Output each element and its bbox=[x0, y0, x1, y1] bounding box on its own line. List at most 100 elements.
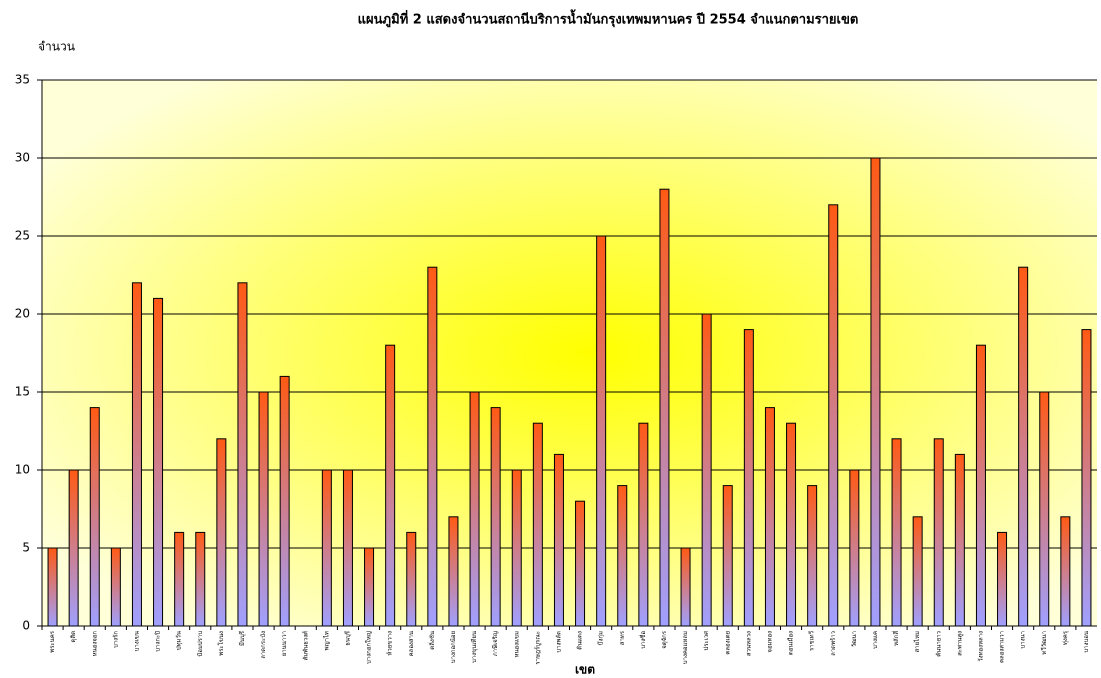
x-tick-label: ตลิ่งชัน bbox=[428, 631, 436, 650]
x-tick-label: บางกอกน้อย bbox=[450, 631, 457, 663]
x-tick-label: บางซื่อ bbox=[639, 631, 647, 649]
bar bbox=[237, 282, 248, 627]
y-axis-label: จำนวน bbox=[38, 40, 75, 54]
x-tick-label: ลาดกระบัง bbox=[260, 631, 267, 659]
x-tick-label: มีนบุรี bbox=[238, 630, 246, 646]
x-tick-label: ภาษีเจริญ bbox=[491, 631, 499, 656]
bar bbox=[406, 531, 417, 627]
bar bbox=[617, 485, 628, 627]
bar bbox=[490, 407, 501, 627]
bar bbox=[47, 547, 58, 627]
x-tick-label: คลองเตย bbox=[724, 631, 731, 655]
x-tick-label: คันนายาว bbox=[935, 631, 942, 657]
bar bbox=[828, 204, 839, 627]
x-tick-label: ห้วยขวาง bbox=[387, 631, 394, 656]
bar bbox=[975, 344, 986, 627]
bar bbox=[321, 469, 332, 627]
x-tick-label: จอมทอง bbox=[766, 631, 773, 653]
bar bbox=[110, 547, 121, 627]
bar bbox=[680, 547, 691, 627]
x-tick-label: ธนบุรี bbox=[343, 630, 351, 646]
bar bbox=[659, 188, 670, 627]
y-tick-label: 15 bbox=[15, 385, 30, 399]
bar bbox=[870, 157, 881, 627]
y-tick-label: 5 bbox=[22, 541, 30, 555]
bar bbox=[764, 407, 775, 627]
x-tick-label: ดินแดง bbox=[577, 631, 584, 650]
x-tick-label: ดุสิต bbox=[70, 631, 77, 643]
bar bbox=[89, 407, 100, 627]
bar bbox=[427, 266, 438, 627]
x-tick-label: สายไหม bbox=[913, 631, 921, 653]
bar bbox=[153, 297, 164, 627]
x-tick-label: วังทองหลาง bbox=[977, 631, 984, 662]
x-tick-label: หลักสี่ bbox=[892, 631, 900, 646]
x-tick-label: สวนหลวง bbox=[745, 631, 752, 656]
y-tick-label: 35 bbox=[15, 73, 30, 87]
bar bbox=[954, 453, 965, 627]
x-tick-label: บางนา bbox=[1020, 631, 1027, 649]
x-tick-label: บางเขน bbox=[133, 631, 140, 651]
y-tick-label: 30 bbox=[15, 151, 30, 165]
bar bbox=[638, 422, 649, 627]
y-tick-label: 25 bbox=[15, 229, 30, 243]
bar bbox=[1081, 329, 1092, 627]
bar bbox=[743, 329, 754, 627]
x-tick-label: สาทร bbox=[619, 630, 626, 645]
x-tick-label: บางกะปิ bbox=[155, 631, 162, 652]
bar bbox=[448, 516, 459, 627]
bar bbox=[532, 422, 543, 627]
bar bbox=[849, 469, 860, 627]
bar bbox=[722, 485, 733, 627]
x-tick-label: บางบอน bbox=[1083, 631, 1090, 653]
bar bbox=[511, 469, 522, 627]
x-tick-label: ลาดพร้าว bbox=[830, 631, 837, 656]
bar bbox=[912, 516, 923, 627]
x-tick-label: จตุจักร bbox=[661, 630, 668, 649]
x-tick-label: บางแค bbox=[872, 631, 879, 649]
bar bbox=[385, 344, 396, 627]
bar bbox=[701, 313, 712, 627]
x-tick-label: ดอนเมือง bbox=[787, 631, 795, 655]
bar bbox=[469, 391, 480, 627]
bar bbox=[279, 375, 290, 627]
bar bbox=[342, 469, 353, 627]
bar bbox=[1060, 516, 1071, 627]
x-tick-label: ทวีวัฒนา bbox=[1040, 631, 1048, 655]
x-tick-label: วัฒนา bbox=[851, 631, 858, 647]
bar bbox=[596, 235, 607, 627]
bar bbox=[195, 531, 206, 627]
x-tick-label: ราชเทวี bbox=[808, 631, 816, 651]
bar bbox=[553, 453, 564, 627]
x-tick-label: ปทุมวัน bbox=[176, 631, 183, 650]
x-tick-label: ทุ่งครุ bbox=[1062, 630, 1069, 645]
bar bbox=[258, 391, 269, 627]
chart-title: แผนภูมิที่ 2 แสดงจำนวนสถานีบริการน้ำมันก… bbox=[358, 9, 859, 28]
x-tick-label: สะพานสูง bbox=[956, 631, 963, 656]
bar bbox=[216, 438, 227, 627]
x-tick-label: บางรัก bbox=[112, 631, 119, 648]
bar bbox=[68, 469, 79, 627]
x-tick-label: บางขุนเทียน bbox=[470, 631, 478, 663]
x-tick-label: หนองจอก bbox=[91, 631, 98, 657]
x-tick-label: บึงกุ่ม bbox=[598, 631, 605, 646]
bar bbox=[1039, 391, 1050, 627]
x-tick-label: ประเวศ bbox=[703, 631, 710, 651]
x-tick-label: ป้อมปราบ bbox=[197, 631, 204, 657]
bar bbox=[174, 531, 185, 627]
x-tick-label: สัมพันธวงศ์ bbox=[301, 631, 309, 661]
bar bbox=[807, 485, 818, 627]
x-tick-label: บางพลัด bbox=[555, 631, 562, 653]
bar bbox=[997, 531, 1008, 627]
bar bbox=[891, 438, 902, 627]
x-tick-label: บางคอแหลม bbox=[682, 631, 689, 664]
bar bbox=[1018, 266, 1029, 627]
bar bbox=[575, 500, 586, 627]
x-tick-label: ยานนาวา bbox=[281, 631, 288, 656]
y-tick-label: 0 bbox=[22, 619, 30, 633]
x-tick-label: บางกอกใหญ่ bbox=[365, 631, 373, 664]
x-tick-label: พญาไท bbox=[322, 631, 330, 650]
y-tick-label: 20 bbox=[15, 307, 30, 321]
x-tick-label: พระนคร bbox=[49, 630, 56, 653]
